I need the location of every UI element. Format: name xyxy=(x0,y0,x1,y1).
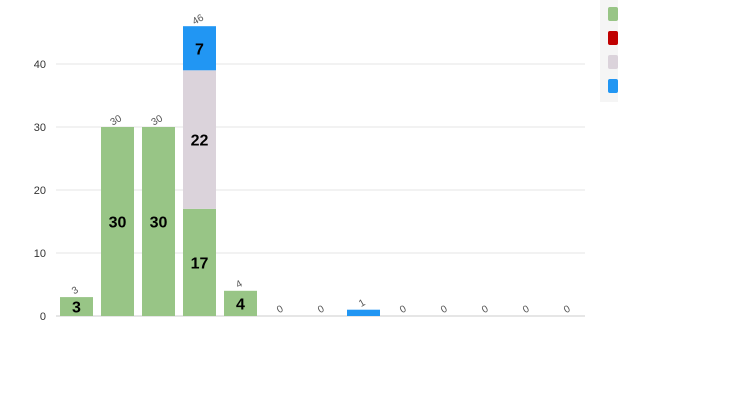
bar-segment[interactable] xyxy=(101,127,134,316)
bar-total-label: 3 xyxy=(70,285,81,298)
bar-total-label: 0 xyxy=(275,303,286,316)
bar-segment[interactable] xyxy=(224,290,257,316)
bar-value-label: 7 xyxy=(195,41,204,58)
legend-swatch-series-3[interactable] xyxy=(608,55,618,69)
y-tick-label: 40 xyxy=(34,59,46,71)
bar-segment[interactable] xyxy=(142,127,175,316)
bar-value-label: 17 xyxy=(191,255,209,272)
bar-total-label: 0 xyxy=(480,303,491,316)
bar-segment[interactable] xyxy=(347,309,380,316)
bar-segment[interactable] xyxy=(183,70,216,209)
bar-segment[interactable] xyxy=(183,208,216,316)
bar-total-label: 0 xyxy=(439,303,450,316)
y-tick-label: 0 xyxy=(40,311,46,323)
bar-value-label: 30 xyxy=(109,215,127,232)
bar-total-label: 30 xyxy=(150,113,166,128)
bar-value-label: 22 xyxy=(191,133,209,150)
y-tick-label: 20 xyxy=(34,185,46,197)
bar-value-label: 30 xyxy=(150,215,168,232)
y-tick-label: 10 xyxy=(34,248,46,260)
bar-total-label: 0 xyxy=(562,303,573,316)
legend-swatch-series-1[interactable] xyxy=(608,7,618,21)
legend xyxy=(600,0,618,102)
bar-value-label: 4 xyxy=(236,296,245,313)
legend-swatch-series-4[interactable] xyxy=(608,79,618,93)
y-tick-label: 30 xyxy=(34,122,46,134)
bar-total-label: 1 xyxy=(357,297,368,310)
bar-total-label: 46 xyxy=(191,12,207,27)
bar-value-label: 3 xyxy=(72,300,81,317)
bar-total-label: 4 xyxy=(234,278,245,291)
bar-total-label: 0 xyxy=(398,303,409,316)
bar-total-label: 0 xyxy=(521,303,532,316)
bar-total-label: 0 xyxy=(316,303,327,316)
bar-total-label: 30 xyxy=(109,113,125,128)
bar-segment[interactable] xyxy=(60,297,93,316)
legend-swatch-series-2[interactable] xyxy=(608,31,618,45)
bar-segment[interactable] xyxy=(183,26,216,71)
